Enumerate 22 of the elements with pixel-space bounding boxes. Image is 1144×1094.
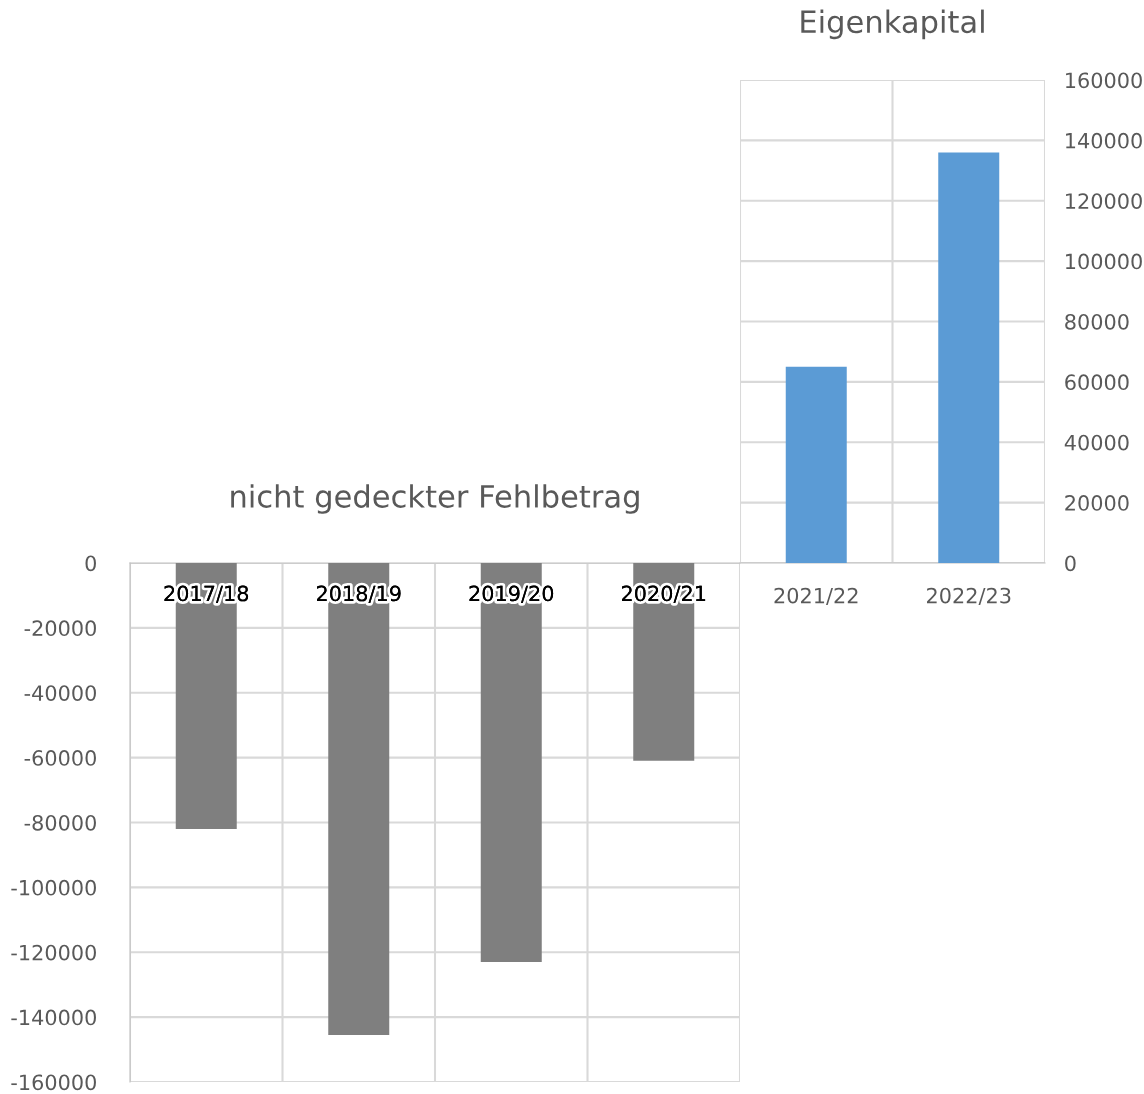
y-tick-label: -160000 <box>11 1074 96 1091</box>
y-tick-label: -120000 <box>11 944 96 961</box>
y-tick-label: 20000 <box>1065 495 1129 511</box>
y-tick-label: -100000 <box>11 879 96 896</box>
y-tick-label: 100000 <box>1066 253 1142 270</box>
y-tick-label: 40000 <box>1064 434 1129 451</box>
chart-title: Eigenkapital <box>801 9 984 40</box>
y-tick-label: 0 <box>85 555 96 572</box>
y-tick-label: 140000 <box>1066 132 1142 149</box>
y-tick-label: 160000 <box>1066 72 1142 89</box>
y-tick-label: -80000 <box>24 814 96 831</box>
x-tick-label: 2021/22 <box>774 587 858 606</box>
y-tick-label: -140000 <box>11 1009 96 1026</box>
y-tick-label: -40000 <box>24 685 96 701</box>
y-tick-label: 0 <box>1065 555 1076 572</box>
y-tick-label: 60000 <box>1065 374 1129 391</box>
y-tick-label: 80000 <box>1065 313 1129 330</box>
chart-title: nicht gedeckter Fehlbetrag <box>231 484 639 514</box>
y-tick-label: -60000 <box>24 750 96 766</box>
y-tick-label: 120000 <box>1066 193 1142 209</box>
x-tick-label: 2022/23 <box>927 587 1011 606</box>
y-tick-label: -20000 <box>24 620 96 637</box>
